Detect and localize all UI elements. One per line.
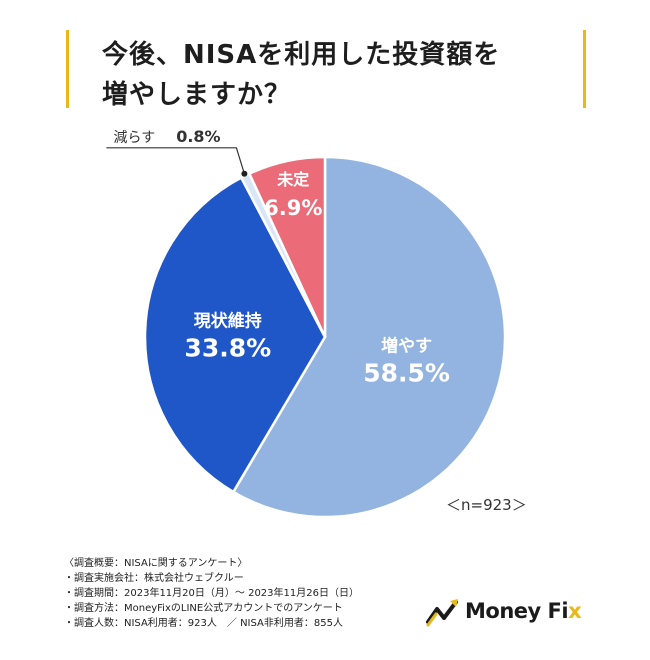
chart-title: 今後、NISAを利用した投資額を 増やしますか？ [66,30,586,110]
slice-label-category-3: 未定 [276,170,309,189]
sample-size: ＜n=923＞ [446,496,527,514]
title-left-bar [66,30,69,108]
slice-label-category-0: 増やす [381,335,432,356]
slice-label-category-2: 減らす [114,129,156,146]
survey-note-count: ・調査人数：NISA利用者：923人 ／ NISA非利用者：855人 [64,618,343,629]
pie-slice-0 [232,155,507,519]
chart-title-line-1: 今後、NISAを利用した投資額を [102,40,501,70]
pie-slice-1 [143,176,327,494]
title-right-bar [583,30,586,108]
pie-slice-3 [248,155,327,339]
logo-wordmark: Money Fix [465,599,582,623]
survey-note-company: ・調査実施会社：株式会社ウェブクルー [64,573,244,584]
slice-label-value-0: 58.5% [363,358,450,387]
logo-wordmark-main: Money Fi [465,599,569,623]
survey-note-period: ・調査期間：2023年11月20日（月）〜 2023年11月26日（日） [64,588,359,599]
slice-label-value-2: 0.8% [176,127,220,146]
money-fix-logo-icon [426,599,458,627]
slice-leader-dot-2 [241,170,248,177]
slice-leader-line-2 [106,147,245,174]
slice-label-category-1: 現状維持 [194,311,262,332]
money-fix-logo: Money Fix [425,597,605,627]
survey-note-title: 〈調査概要：NISAに関するアンケート〉 [64,558,248,569]
logo-wordmark-accent: x [568,599,582,623]
survey-note-method: ・調査方法：MoneyFixのLINE公式アカウントでのアンケート [64,603,343,614]
survey-notes: 〈調査概要：NISAに関するアンケート〉 ・調査実施会社：株式会社ウェブクルー … [64,556,359,631]
chart-title-line-2: 増やしますか？ [102,80,292,110]
slice-label-value-3: 6.9% [264,196,322,220]
slice-label-value-1: 33.8% [184,334,271,363]
